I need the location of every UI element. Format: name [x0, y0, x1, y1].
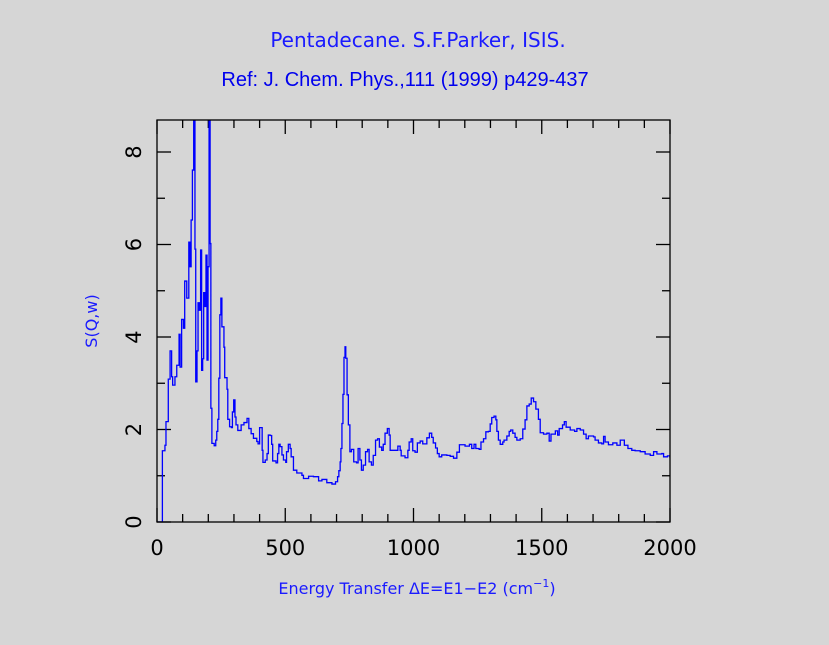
series-line: [157, 120, 670, 522]
x-axis-label-close: ): [549, 579, 555, 598]
y-tick-labels: 0 2 4 6 8: [122, 145, 146, 528]
y-tick-label: 2: [122, 423, 146, 436]
chart-title: Pentadecane. S.F.Parker, ISIS.: [270, 28, 565, 52]
chart-subtitle: Ref: J. Chem. Phys.,111 (1999) p429-437: [221, 69, 588, 91]
x-tick-label: 1500: [515, 536, 568, 560]
y-tick-label: 4: [122, 330, 146, 343]
x-tick-label: 500: [265, 536, 305, 560]
y-axis-label: S(Q,w): [82, 294, 101, 347]
x-tick-labels: 0 500 1000 1500 2000: [150, 536, 696, 560]
y-tick-label: 6: [122, 238, 146, 251]
x-tick-label: 1000: [387, 536, 440, 560]
x-axis-label-exponent: −1: [533, 577, 549, 590]
x-axis-label: Energy Transfer ΔE=E1−E2 (cm−1): [278, 577, 555, 598]
x-tick-label: 2000: [643, 536, 696, 560]
axis-ticks: [156, 120, 671, 523]
x-axis-label-text: Energy Transfer ΔE=E1−E2 (cm: [278, 579, 533, 598]
y-tick-label: 8: [122, 145, 146, 158]
plot-frame: [156, 119, 671, 523]
y-tick-label: 0: [122, 515, 146, 528]
x-tick-label: 0: [150, 536, 163, 560]
